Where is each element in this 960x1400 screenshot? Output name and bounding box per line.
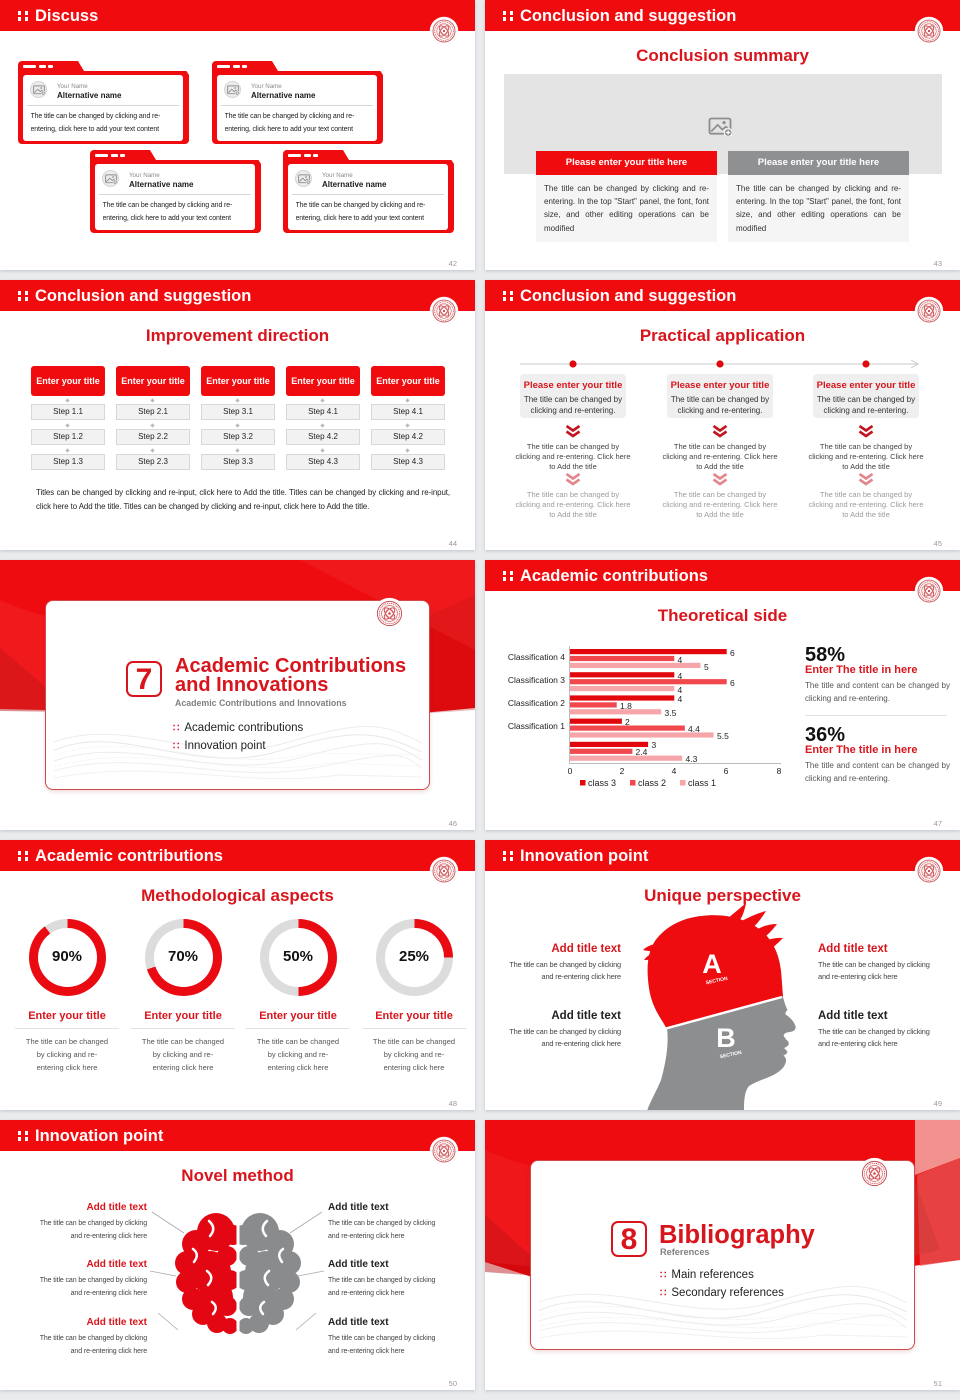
svg-text:4.4: 4.4: [688, 724, 700, 734]
svg-text:6: 6: [730, 678, 735, 688]
svg-text:class 3: class 3: [588, 778, 616, 788]
svg-text:1.8: 1.8: [620, 701, 632, 711]
svg-text:class 1: class 1: [688, 778, 716, 788]
svg-text:3.5: 3.5: [665, 708, 677, 718]
svg-text:class 2: class 2: [638, 778, 666, 788]
svg-text:A: A: [702, 949, 722, 979]
svg-text:Classification 4: Classification 4: [508, 652, 565, 662]
svg-text:5.5: 5.5: [717, 731, 729, 741]
svg-text:4: 4: [678, 694, 683, 704]
svg-text:SECTION: SECTION: [705, 976, 728, 987]
svg-text:4.3: 4.3: [686, 754, 698, 764]
svg-text:5: 5: [704, 662, 709, 672]
svg-text:Classification 2: Classification 2: [508, 698, 565, 708]
svg-text:SECTION: SECTION: [719, 1050, 742, 1061]
svg-text:4: 4: [678, 655, 683, 665]
svg-text:0: 0: [568, 766, 573, 776]
svg-text:2.4: 2.4: [636, 747, 648, 757]
svg-text:B: B: [716, 1023, 736, 1053]
svg-text:Classification 3: Classification 3: [508, 675, 565, 685]
svg-text:8: 8: [777, 766, 782, 776]
svg-text:Classification 1: Classification 1: [508, 721, 565, 731]
svg-text:4: 4: [678, 685, 683, 695]
svg-text:4: 4: [678, 671, 683, 681]
svg-text:6: 6: [724, 766, 729, 776]
svg-text:2: 2: [620, 766, 625, 776]
svg-text:3: 3: [652, 740, 657, 750]
svg-text:2: 2: [625, 717, 630, 727]
svg-text:4: 4: [672, 766, 677, 776]
svg-text:6: 6: [730, 648, 735, 658]
